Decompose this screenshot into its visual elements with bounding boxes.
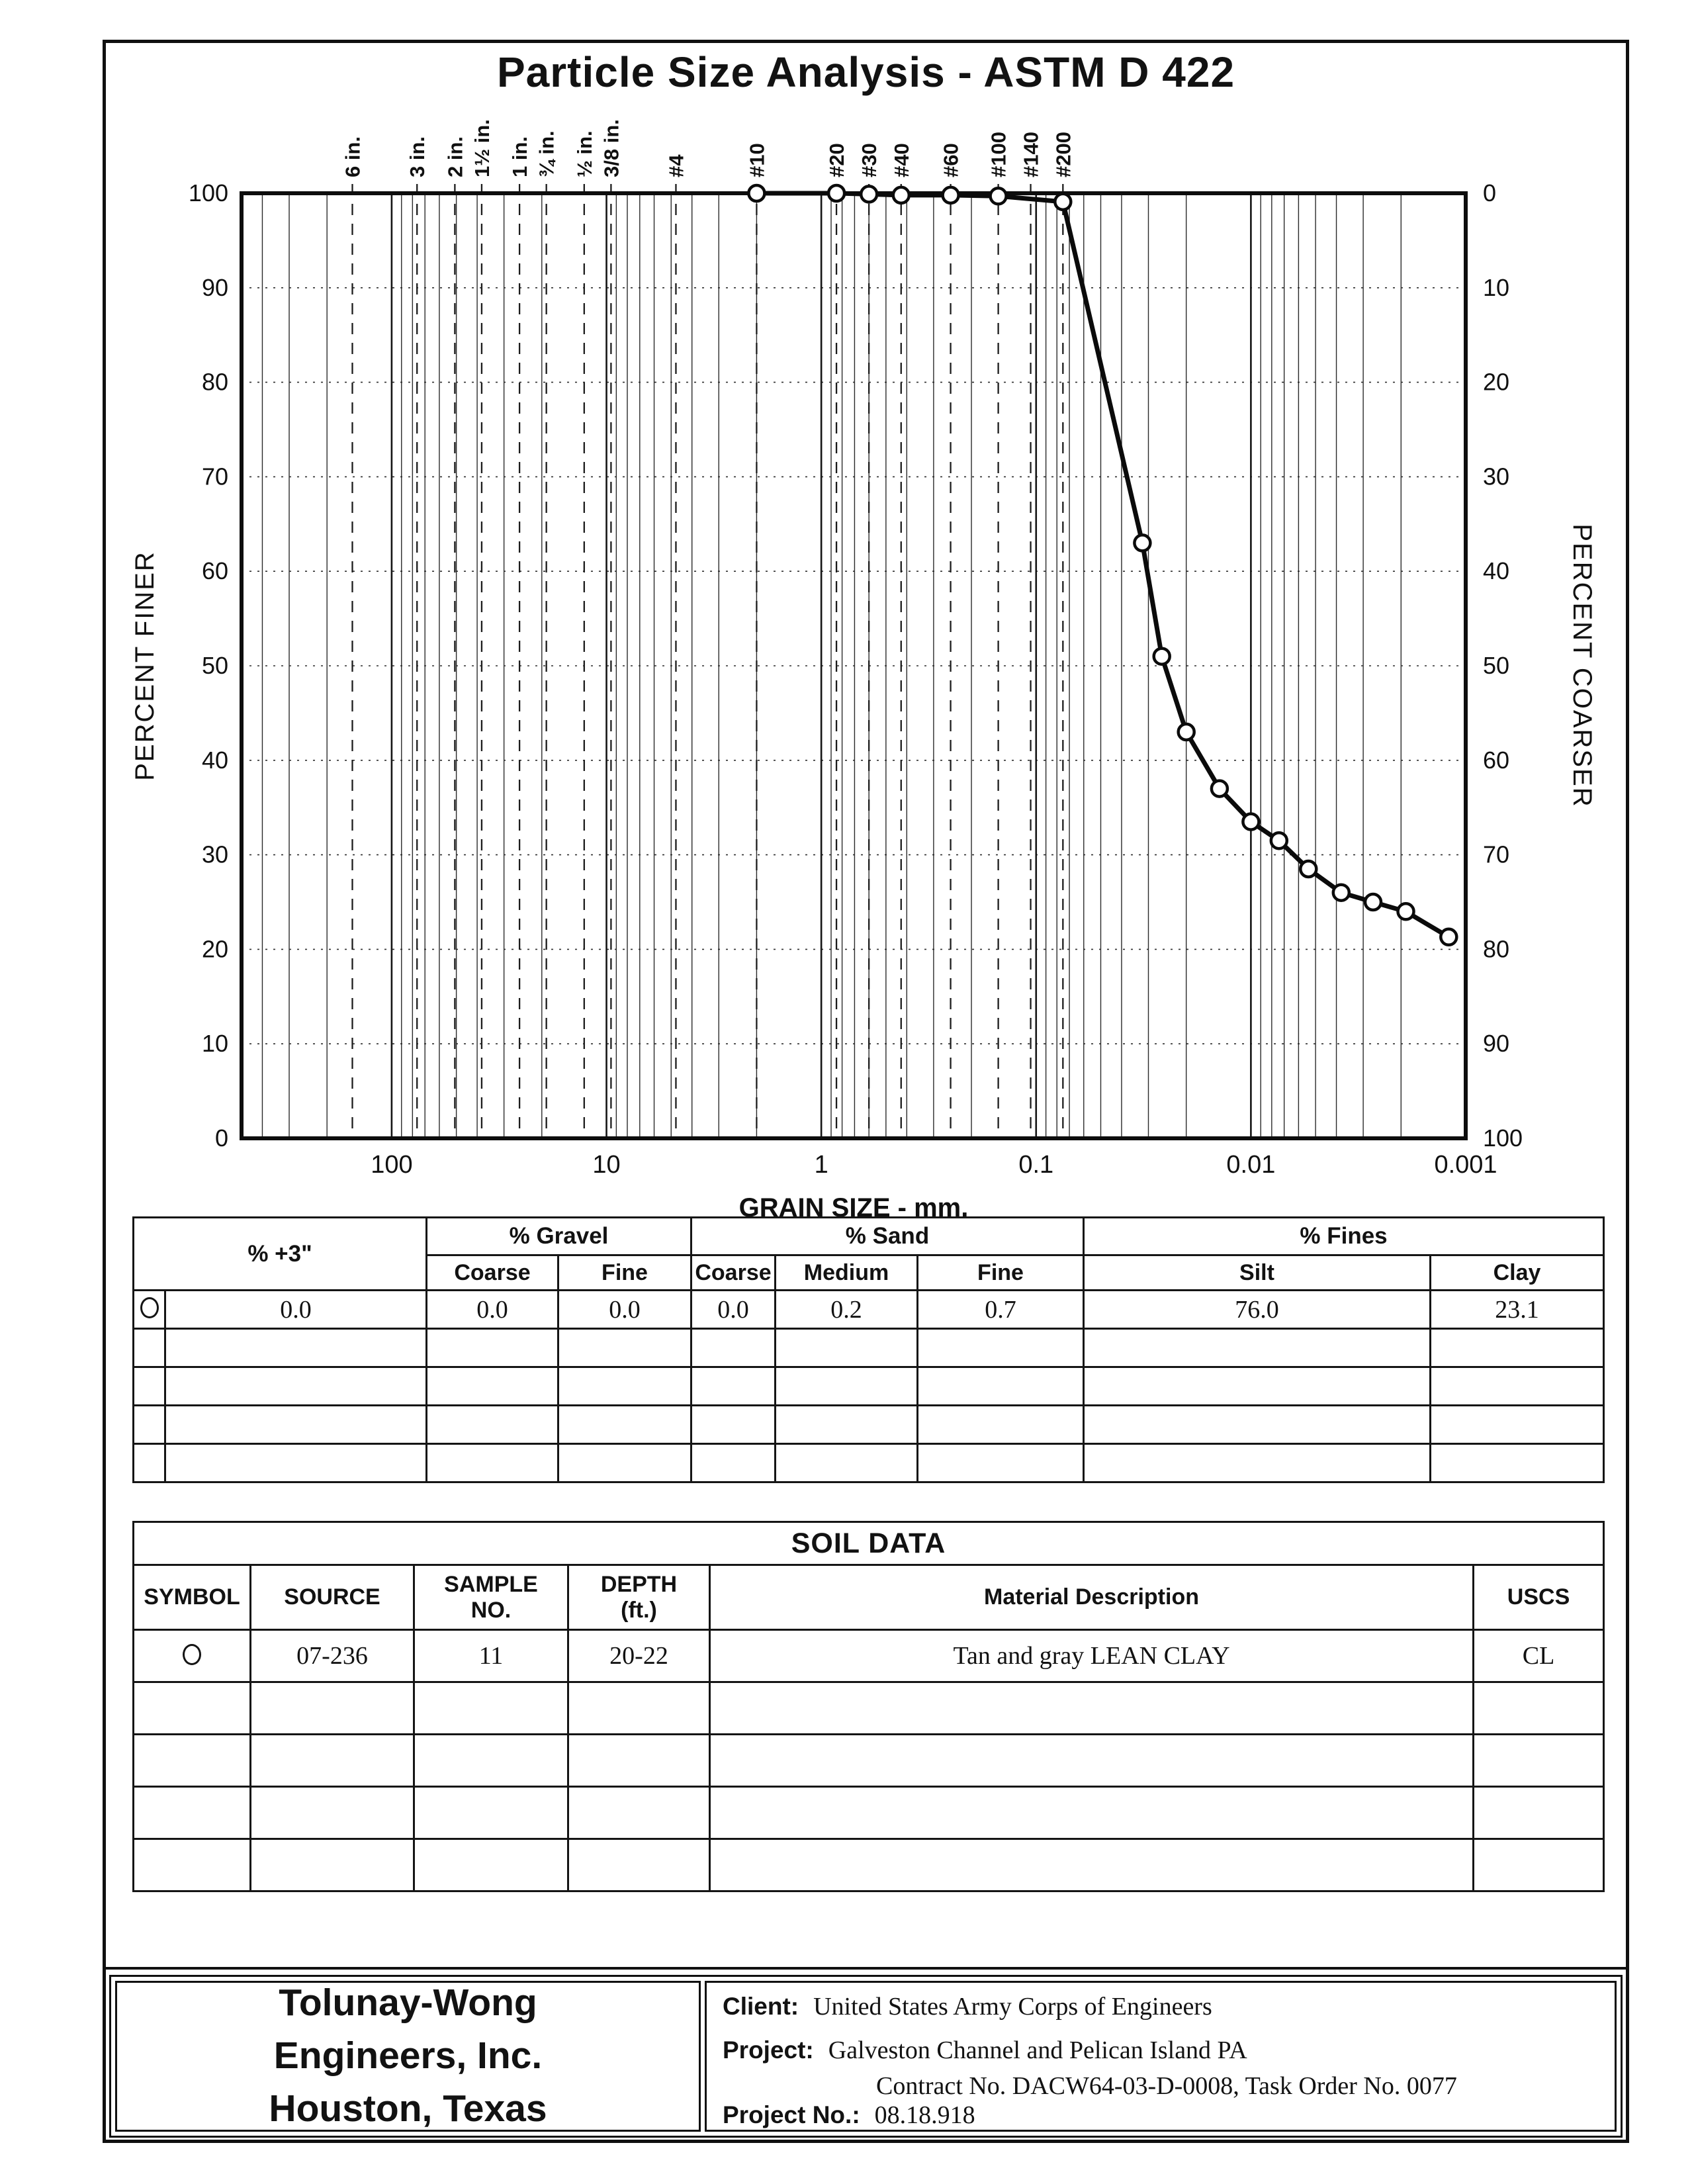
sample-symbol-circle-icon — [140, 1297, 159, 1318]
gravel-fine-header: Fine — [557, 1254, 692, 1291]
fines-clay-header: Clay — [1429, 1254, 1605, 1291]
project-no-label: Project No.: — [723, 2101, 860, 2128]
project-no-line: Project No.: 08.18.918 — [723, 2101, 1615, 2130]
project-value-line2: Contract No. DACW64-03-D-0008, Task Orde… — [876, 2072, 1457, 2100]
soil-table-header-row: SYMBOL SOURCE SAMPLE NO. DEPTH (ft.) Mat… — [132, 1564, 1605, 1631]
soil-symbol-cell — [132, 1629, 251, 1683]
soil-data-row: 07-236 11 20-22 Tan and gray LEAN CLAY C… — [132, 1629, 1605, 1683]
col-gravel-header: % Gravel — [425, 1216, 692, 1256]
sand-fine-header: Fine — [916, 1254, 1085, 1291]
gradation-data-row: 0.0 0.0 0.0 0.0 0.2 0.7 76.0 23.1 — [132, 1289, 1605, 1330]
project-no-value: 08.18.918 — [874, 2101, 975, 2129]
client-line: Client: United States Army Corps of Engi… — [723, 1992, 1615, 2021]
plus3-value: 0.0 — [164, 1289, 427, 1330]
depth-header-line2: (ft.) — [621, 1597, 657, 1623]
col-sand-header: % Sand — [690, 1216, 1085, 1256]
client-label: Client: — [723, 1993, 799, 2020]
client-value: United States Army Corps of Engineers — [813, 1993, 1212, 2021]
silt-value: 76.0 — [1083, 1289, 1431, 1330]
description-column-header: Material Description — [709, 1564, 1474, 1631]
gravel-coarse-header: Coarse — [425, 1254, 559, 1291]
depth-header-line1: DEPTH — [600, 1571, 678, 1597]
depth-value: 20-22 — [567, 1629, 711, 1683]
soil-data-title: SOIL DATA — [132, 1521, 1605, 1566]
soil-data-table: SOIL DATA SYMBOL SOURCE SAMPLE NO. DEPTH… — [132, 1521, 1605, 1892]
page-border — [103, 40, 1629, 2143]
sample-symbol-cell — [132, 1289, 166, 1330]
col-plus3-header: % +3" — [132, 1216, 427, 1291]
sample-no-value: 11 — [413, 1629, 569, 1683]
gradation-header-groups: % +3" % Gravel % Sand % Fines — [132, 1216, 1605, 1291]
gradation-empty-row — [132, 1366, 1605, 1406]
soil-empty-row — [132, 1733, 1605, 1788]
soil-table-title-row: SOIL DATA — [132, 1521, 1605, 1566]
fines-silt-header: Silt — [1083, 1254, 1431, 1291]
soil-empty-row — [132, 1838, 1605, 1892]
company-name-line1: Tolunay-Wong — [279, 1981, 537, 2025]
soil-symbol-circle-icon — [183, 1643, 201, 1665]
sample-header-line2: NO. — [470, 1597, 512, 1623]
company-location: Houston, Texas — [269, 2087, 547, 2130]
uscs-column-header: USCS — [1472, 1564, 1605, 1631]
footer-divider-line — [103, 1967, 1629, 1970]
project-value-line1: Galveston Channel and Pelican Island PA — [828, 2036, 1247, 2064]
page-title: Particle Size Analysis - ASTM D 422 — [496, 48, 1235, 96]
gravel-coarse-value: 0.0 — [425, 1289, 559, 1330]
gradation-empty-row — [132, 1328, 1605, 1368]
material-description-value: Tan and gray LEAN CLAY — [709, 1629, 1474, 1683]
sand-fine-value: 0.7 — [916, 1289, 1085, 1330]
sample-header-line1: SAMPLE — [444, 1571, 538, 1597]
company-name-line2: Engineers, Inc. — [273, 2034, 543, 2077]
sample-no-column-header: SAMPLE NO. — [413, 1564, 569, 1631]
gradation-empty-row — [132, 1443, 1605, 1483]
gradation-empty-row — [132, 1404, 1605, 1445]
depth-column-header: DEPTH (ft.) — [567, 1564, 711, 1631]
uscs-value: CL — [1472, 1629, 1605, 1683]
gravel-fine-value: 0.0 — [557, 1289, 692, 1330]
project-label: Project: — [723, 2036, 814, 2064]
sand-medium-header: Medium — [774, 1254, 918, 1291]
source-value: 07-236 — [249, 1629, 415, 1683]
source-column-header: SOURCE — [249, 1564, 415, 1631]
gradation-header-subcols: Coarse Fine Coarse Medium Fine Silt Clay — [134, 1254, 1605, 1291]
project-info-box: Client: United States Army Corps of Engi… — [705, 1981, 1617, 2132]
soil-empty-row — [132, 1681, 1605, 1735]
clay-value: 23.1 — [1429, 1289, 1605, 1330]
col-fines-header: % Fines — [1082, 1216, 1605, 1256]
gradation-table: % +3" % Gravel % Sand % Fines Coarse Fin… — [132, 1216, 1605, 1483]
soil-empty-row — [132, 1786, 1605, 1840]
sand-medium-value: 0.2 — [774, 1289, 918, 1330]
footer-title-block: Tolunay-Wong Engineers, Inc. Houston, Te… — [109, 1975, 1623, 2138]
sand-coarse-header: Coarse — [690, 1254, 776, 1291]
sand-coarse-value: 0.0 — [690, 1289, 776, 1330]
symbol-column-header: SYMBOL — [132, 1564, 251, 1631]
company-box: Tolunay-Wong Engineers, Inc. Houston, Te… — [115, 1981, 701, 2132]
project-line: Project: Galveston Channel and Pelican I… — [723, 2036, 1615, 2065]
